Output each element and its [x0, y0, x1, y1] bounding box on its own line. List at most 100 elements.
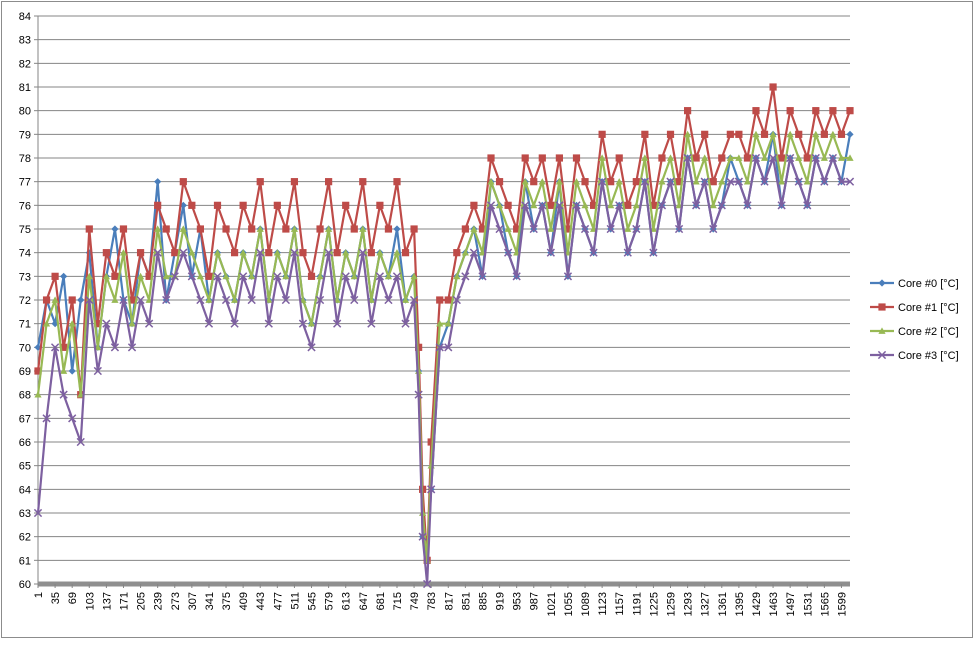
data-point-core-3 — [512, 272, 521, 281]
x-tick-label: 1225 — [648, 592, 660, 616]
x-tick-label: 273 — [170, 592, 182, 610]
x-tick-label: 1123 — [597, 592, 609, 616]
data-point-core-1 — [615, 154, 623, 162]
data-point-core-1 — [51, 272, 59, 280]
data-point-core-2 — [213, 249, 222, 256]
data-point-core-3 — [187, 272, 196, 281]
x-tick-label: 409 — [238, 592, 250, 610]
data-point-core-2 — [444, 320, 452, 327]
x-tick-label: 1429 — [751, 592, 763, 616]
data-point-core-3 — [717, 201, 726, 210]
data-point-core-1 — [222, 225, 230, 233]
data-point-core-1 — [205, 272, 213, 280]
legend-marker-core-1 — [878, 303, 886, 311]
y-tick-label: 71 — [19, 319, 31, 331]
data-point-core-3 — [811, 153, 820, 163]
data-point-core-3 — [350, 295, 359, 305]
data-point-core-3 — [418, 532, 427, 541]
data-point-core-3 — [204, 319, 214, 328]
data-point-core-1 — [453, 249, 461, 257]
data-point-core-3 — [709, 224, 718, 234]
data-point-core-1 — [513, 225, 521, 233]
data-point-core-3 — [162, 295, 171, 305]
data-point-core-3 — [845, 177, 855, 186]
data-point-core-3 — [153, 248, 162, 257]
y-tick-label: 83 — [19, 35, 31, 47]
data-point-core-3 — [298, 319, 308, 328]
data-point-core-1 — [675, 178, 683, 186]
data-point-core-1 — [692, 154, 700, 162]
data-point-core-1 — [94, 320, 102, 328]
x-tick-label: 375 — [221, 592, 233, 610]
data-point-core-3 — [734, 177, 744, 186]
data-point-core-3 — [315, 295, 325, 305]
x-tick-label: 1 — [33, 592, 45, 598]
data-point-core-2 — [410, 272, 418, 280]
data-point-core-1 — [598, 130, 606, 138]
data-point-core-2 — [350, 272, 358, 280]
data-point-core-0 — [60, 272, 68, 280]
data-point-core-3 — [478, 272, 487, 281]
data-point-core-1 — [521, 154, 529, 162]
data-point-core-3 — [367, 319, 376, 328]
x-tick-label: 1191 — [631, 592, 643, 616]
data-point-core-1 — [658, 154, 666, 162]
data-point-core-3 — [743, 201, 752, 210]
data-point-core-3 — [777, 201, 786, 210]
x-tick-label: 1565 — [819, 592, 831, 616]
data-point-core-3 — [649, 248, 658, 257]
data-point-core-3 — [546, 248, 555, 257]
data-point-core-1 — [564, 225, 572, 233]
x-tick-label: 647 — [358, 592, 370, 610]
data-point-core-0 — [68, 367, 76, 375]
data-point-core-2 — [820, 154, 828, 161]
data-point-core-2 — [384, 272, 393, 280]
y-tick-label: 84 — [19, 11, 31, 23]
x-tick-label: 477 — [272, 592, 284, 610]
data-point-core-2 — [735, 154, 743, 161]
data-point-core-3 — [290, 248, 299, 257]
data-point-core-2 — [786, 130, 794, 138]
data-point-core-1 — [709, 178, 717, 186]
data-point-core-3 — [700, 177, 709, 186]
data-point-core-3 — [110, 343, 120, 352]
data-point-core-3 — [281, 295, 291, 305]
data-point-core-3 — [93, 366, 102, 376]
data-point-core-3 — [136, 295, 145, 305]
data-point-core-3 — [461, 272, 470, 281]
data-point-core-3 — [606, 224, 615, 234]
data-point-core-1 — [34, 367, 42, 375]
data-point-core-2 — [530, 201, 538, 209]
data-point-core-3 — [33, 508, 43, 518]
data-point-core-1 — [239, 201, 247, 209]
data-point-core-1 — [367, 249, 375, 257]
data-point-core-2 — [316, 272, 324, 280]
data-point-core-3 — [794, 177, 803, 186]
data-point-core-3 — [726, 177, 735, 186]
data-point-core-2 — [658, 178, 666, 185]
data-point-core-3 — [392, 272, 402, 281]
data-point-core-0 — [846, 130, 854, 138]
data-point-core-2 — [521, 178, 529, 185]
data-point-core-3 — [683, 153, 692, 163]
data-point-core-1 — [290, 178, 299, 186]
data-point-core-1 — [701, 130, 709, 138]
data-point-core-2 — [248, 272, 256, 280]
data-point-core-2 — [829, 130, 837, 138]
data-point-core-1 — [752, 107, 760, 115]
legend-label-core-2: Core #2 [°C] — [898, 326, 959, 338]
data-point-core-1 — [393, 178, 401, 186]
data-point-core-3 — [256, 248, 265, 257]
y-tick-label: 77 — [19, 177, 31, 189]
data-point-core-2 — [812, 130, 820, 138]
data-point-core-2 — [538, 178, 546, 185]
data-point-core-1 — [538, 154, 546, 162]
x-tick-label: 69 — [67, 592, 79, 604]
data-point-core-1 — [307, 272, 316, 280]
data-point-core-1 — [188, 201, 196, 209]
x-tick-label: 1157 — [614, 592, 626, 616]
data-point-core-1 — [119, 225, 128, 233]
data-point-core-2 — [325, 225, 333, 232]
x-tick-label: 715 — [392, 592, 404, 610]
data-point-core-1 — [495, 178, 504, 186]
